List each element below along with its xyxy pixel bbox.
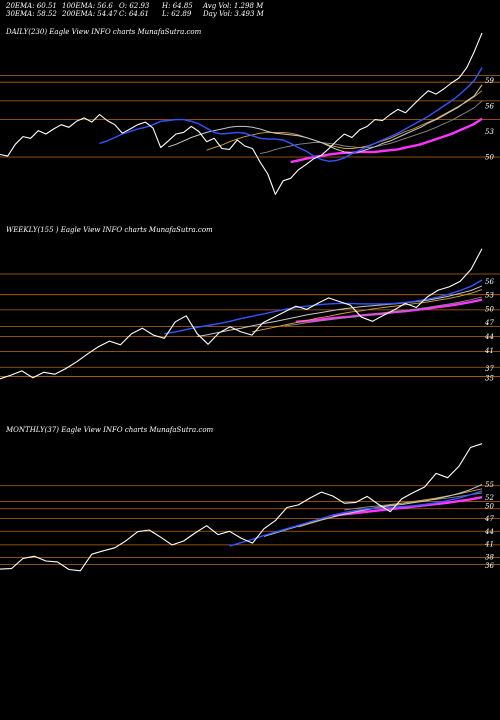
y-tick-label-7: 35 (485, 374, 494, 382)
ema100-line (260, 100, 483, 155)
y-tick-label-2: 53 (485, 128, 494, 136)
y-tick-label-1: 53 (485, 292, 494, 300)
weekly-title: WEEKLY(155 ) Eagle View INFO charts Muna… (6, 226, 213, 234)
y-tick-label-5: 41 (484, 541, 494, 549)
y-tick-label-4: 44 (484, 333, 494, 341)
header-low: L: 62.89 (162, 10, 192, 18)
y-tick-label-4: 44 (484, 528, 494, 536)
ema30-line (168, 84, 483, 154)
header-day-vol: Day Vol: 3.493 M (203, 10, 264, 18)
header-ema20: 20EMA: 60.51 (6, 2, 57, 10)
y-tick-label-3: 47 (484, 515, 494, 523)
y-tick-label-2: 50 (485, 305, 494, 313)
y-tick-label-1: 52 (485, 494, 494, 502)
monthly-title: MONTHLY(37) Eagle View INFO charts Munaf… (6, 426, 214, 434)
daily-panel: DAILY(230) Eagle View INFO charts Munafa… (0, 20, 500, 220)
y-tick-label-2: 50 (485, 502, 494, 510)
ema200-line (332, 496, 483, 517)
y-tick-label-1: 56 (485, 103, 494, 111)
y-tick-label-3: 50 (485, 154, 494, 162)
weekly-panel: WEEKLY(155 ) Eagle View INFO charts Muna… (0, 222, 500, 422)
ema200-line (290, 117, 483, 164)
y-tick-label-6: 38 (485, 553, 494, 561)
y-tick-label-6: 37 (485, 365, 494, 373)
header-open: O: 62.93 (119, 2, 150, 10)
ema30-line (197, 285, 483, 337)
monthly-panel: MONTHLY(37) Eagle View INFO charts Munaf… (0, 424, 500, 624)
y-tick-label-7: 36 (485, 562, 494, 570)
y-tick-label-0: 55 (485, 481, 494, 489)
daily-title: DAILY(230) Eagle View INFO charts Munafa… (6, 28, 202, 36)
header-avg-vol: Avg Vol: 1.298 M (203, 2, 264, 10)
header-ema30: 30EMA: 58.52 (6, 10, 57, 18)
ema20-line (229, 490, 483, 547)
header-ema100: 100EMA: 56.6 (62, 2, 113, 10)
price-line (0, 248, 483, 380)
header-close: C: 64.61 (119, 10, 149, 18)
y-tick-label-0: 59 (485, 77, 494, 85)
header-high: H: 64.85 (162, 2, 193, 10)
ema50-line (206, 90, 483, 151)
daily-chart: 59 56 53 50 (0, 32, 500, 195)
ema20-line (99, 67, 483, 163)
ema50-line (251, 289, 483, 333)
header-ema200: 200EMA: 54.47 (62, 10, 118, 18)
y-tick-label-3: 47 (484, 319, 494, 327)
y-tick-label-5: 41 (484, 347, 494, 355)
ema20-line (164, 279, 483, 335)
price-line (0, 443, 483, 572)
ema100-line (284, 296, 483, 327)
y-tick-label-0: 56 (485, 278, 494, 286)
price-line (0, 32, 483, 195)
